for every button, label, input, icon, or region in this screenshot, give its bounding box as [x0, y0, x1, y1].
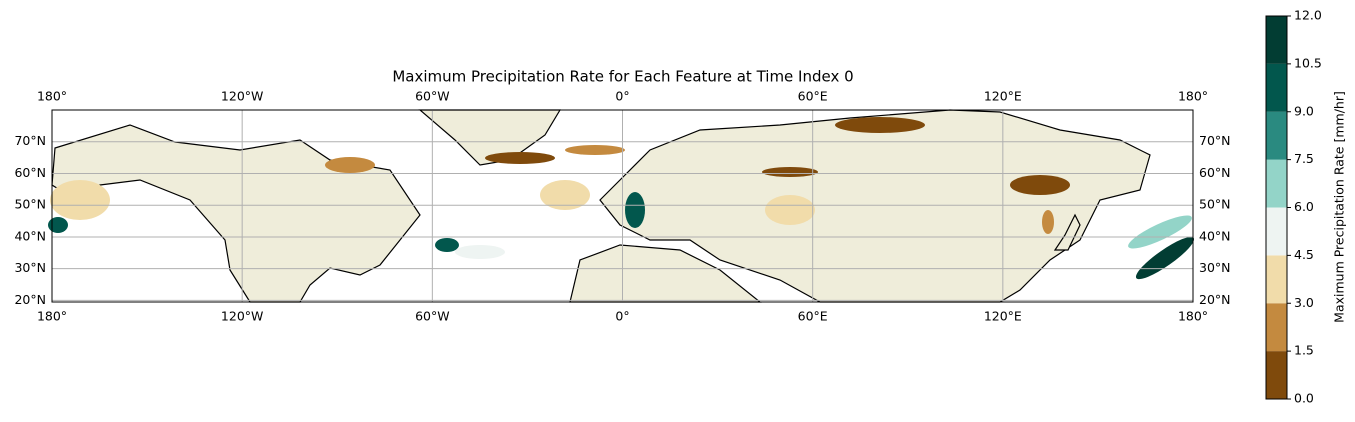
x-tick-label-bottom: 120°W [221, 309, 263, 324]
x-tick-label-top: 60°E [798, 89, 828, 104]
colorbar-tick-label: 9.0 [1294, 103, 1314, 118]
x-tick-label-bottom: 0° [615, 309, 629, 324]
map [48, 109, 1195, 303]
precipitation-features [48, 117, 1195, 280]
y-tick-label-left: 40°N [14, 228, 46, 243]
feature [762, 167, 818, 177]
colorbar-tick-label: 6.0 [1294, 199, 1314, 214]
colorbar-segment [1266, 303, 1287, 352]
feature [765, 195, 815, 225]
feature [1128, 215, 1192, 249]
x-tick-label-top: 120°W [221, 89, 263, 104]
colorbar-tick-label: 4.5 [1294, 247, 1314, 262]
colorbar-label: Maximum Precipitation Rate [mm/hr] [1332, 91, 1347, 323]
colorbar-segment [1266, 255, 1287, 304]
feature [1042, 210, 1054, 234]
x-tick-label-top: 0° [615, 89, 629, 104]
feature [50, 180, 110, 220]
x-tick-label-bottom: 180° [1178, 309, 1208, 324]
colorbar-segment [1266, 63, 1287, 112]
feature [1010, 175, 1070, 195]
y-tick-label-right: 20°N [1199, 292, 1231, 307]
y-tick-label-left: 20°N [14, 292, 46, 307]
colorbar-tick-label: 12.0 [1294, 8, 1322, 23]
x-tick-label-bottom: 120°E [984, 309, 1022, 324]
colorbar-tick-label: 1.5 [1294, 343, 1314, 358]
colorbar-tick-label: 7.5 [1294, 151, 1314, 166]
colorbar-segment [1266, 207, 1287, 256]
north-america [51, 124, 421, 303]
feature [48, 217, 68, 233]
chart-title: Maximum Precipitation Rate for Each Feat… [392, 68, 853, 86]
y-tick-label-right: 70°N [1199, 133, 1231, 148]
colorbar-segment [1266, 351, 1287, 399]
colorbar-tick-label: 3.0 [1294, 295, 1314, 310]
feature [455, 245, 505, 259]
japan [1053, 213, 1081, 251]
map-frame [51, 109, 1194, 303]
y-tick-label-right: 50°N [1199, 197, 1231, 212]
colorbar-tick-label: 0.0 [1294, 391, 1314, 406]
x-tick-label-bottom: 180° [37, 309, 67, 324]
colorbar-segment [1266, 159, 1287, 208]
colorbar-tick-label: 10.5 [1294, 55, 1322, 70]
colorbar-segment [1266, 111, 1287, 160]
x-tick-label-top: 180° [37, 89, 67, 104]
y-tick-label-right: 40°N [1199, 228, 1231, 243]
x-tick-label-top: 60°W [415, 89, 450, 104]
x-tick-label-top: 180° [1178, 89, 1208, 104]
y-tick-label-left: 50°N [14, 197, 46, 212]
x-tick-label-top: 120°E [984, 89, 1022, 104]
eurasia [599, 109, 1151, 303]
feature [835, 117, 925, 133]
y-tick-label-left: 30°N [14, 260, 46, 275]
x-tick-label-bottom: 60°W [415, 309, 450, 324]
feature [325, 157, 375, 173]
y-tick-label-left: 60°N [14, 165, 46, 180]
y-tick-label-left: 70°N [14, 133, 46, 148]
y-tick-label-right: 30°N [1199, 260, 1231, 275]
colorbar-segment [1266, 16, 1287, 64]
feature [540, 180, 590, 210]
feature [485, 152, 555, 164]
feature [565, 145, 625, 155]
feature [435, 238, 459, 252]
x-tick-label-bottom: 60°E [798, 309, 828, 324]
y-tick-label-right: 60°N [1199, 165, 1231, 180]
feature [625, 192, 645, 228]
